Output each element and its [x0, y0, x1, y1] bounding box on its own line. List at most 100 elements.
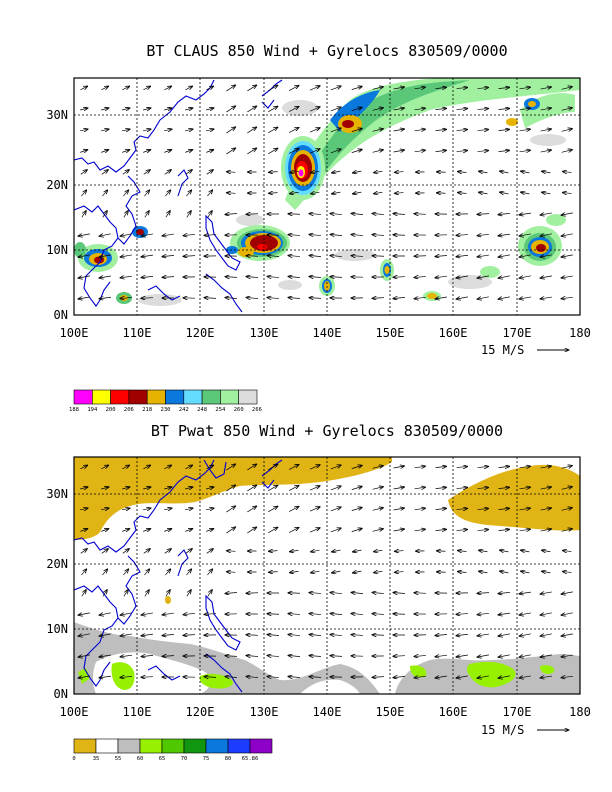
- wind-arrow: [330, 528, 341, 533]
- wind-arrow: [268, 127, 278, 134]
- wind-arrow: [540, 234, 552, 236]
- wind-arrow: [498, 592, 511, 593]
- wind-arrow: [458, 550, 467, 551]
- wind-arrow: [561, 655, 573, 657]
- wind-arrow: [268, 148, 278, 155]
- wind-arrow: [206, 529, 214, 532]
- x-tick-label: 110E: [123, 705, 152, 719]
- wind-arrow: [120, 234, 132, 236]
- wind-arrow: [290, 550, 299, 551]
- wind-arrow: [393, 108, 405, 110]
- wind-arrow: [288, 106, 299, 112]
- wind-arrow: [164, 129, 172, 131]
- wind-arrow: [164, 508, 172, 510]
- wind-arrow: [143, 529, 151, 532]
- wind-arrow: [500, 192, 509, 194]
- colorbar-swatch: [227, 738, 251, 754]
- wind-arrow: [414, 529, 426, 531]
- wind-arrow: [78, 655, 90, 657]
- wind-arrow: [561, 276, 573, 278]
- x-tick-label: 100E: [60, 705, 89, 719]
- wind-arrow: [143, 86, 150, 91]
- panel-claus: BT CLAUS 850 Wind + Gyrelocs 830509/0000: [46, 42, 591, 413]
- wind-arrow: [185, 529, 193, 532]
- wind-arrow: [393, 235, 406, 236]
- x-tick-label: 110E: [123, 326, 152, 340]
- wind-arrow: [101, 129, 109, 131]
- wind-arrow: [80, 170, 88, 175]
- wind-arrow: [561, 634, 573, 636]
- wind-arrow: [267, 276, 280, 277]
- wind-arrow: [456, 487, 468, 488]
- wind-arrow: [561, 255, 573, 257]
- wind-arrow: [288, 655, 301, 656]
- y-axis-labels: 0N 10N 20N 30N: [46, 108, 68, 322]
- colorbar-swatch: [128, 389, 148, 405]
- wind-arrow: [141, 655, 154, 656]
- wind-arrow: [164, 465, 171, 470]
- wind-arrow: [267, 256, 280, 257]
- wind-arrow: [456, 676, 468, 678]
- colorbar-label: 65.86: [242, 756, 259, 762]
- wind-arrow: [206, 86, 213, 91]
- wind-arrow: [498, 150, 510, 151]
- wind-arrow: [519, 592, 531, 594]
- wind-arrow: [143, 549, 151, 554]
- wind-arrow: [563, 171, 572, 172]
- wind-arrow: [561, 108, 573, 111]
- wind-arrow: [393, 529, 405, 531]
- wind-arrow: [519, 634, 531, 636]
- y-tick-label: 10N: [46, 243, 68, 257]
- wind-arrow: [162, 634, 175, 635]
- x-tick-label: 120E: [186, 705, 215, 719]
- wind-arrow: [374, 550, 383, 551]
- colorbar-swatch: [165, 389, 185, 405]
- colorbar-swatch: [249, 738, 273, 754]
- x-tick-label: 170E: [503, 705, 532, 719]
- wind-arrow: [143, 465, 150, 470]
- pwat-shading: [74, 457, 580, 694]
- wind-arrow: [519, 508, 531, 510]
- wind-arrow: [477, 508, 489, 509]
- wind-arrow: [164, 529, 172, 532]
- wind-arrow: [123, 590, 128, 597]
- wind-arrow: [540, 676, 552, 678]
- colorbar-label: 206: [124, 407, 134, 413]
- wind-arrow: [186, 590, 191, 597]
- wind-arrow: [288, 464, 299, 470]
- wind-arrow: [330, 128, 341, 133]
- wind-arrow: [540, 129, 552, 131]
- wind-arrow: [183, 256, 196, 257]
- wind-arrow: [540, 487, 552, 489]
- wind-arrow: [288, 485, 299, 491]
- wind-arrow: [122, 129, 130, 131]
- wind-arrow: [414, 487, 426, 489]
- wind-arrow: [123, 569, 128, 576]
- wind-arrow: [372, 529, 384, 532]
- wind-arrow: [78, 634, 90, 636]
- x-axis-labels: 100E 110E 120E 130E 140E 150E 160E 170E …: [60, 705, 591, 719]
- wind-arrow: [372, 150, 384, 153]
- wind-arrow: [519, 613, 531, 615]
- wind-arrow: [207, 211, 212, 218]
- wind-arrow: [372, 614, 385, 615]
- wind-arrow: [311, 550, 320, 552]
- wind-arrow: [206, 549, 214, 554]
- colorbar-swatch: [95, 738, 119, 754]
- wind-arrow: [120, 655, 132, 657]
- wind-arrow: [519, 297, 531, 299]
- wind-arrow: [141, 255, 153, 257]
- wind-arrow: [101, 86, 108, 91]
- wind-arrow: [246, 635, 259, 636]
- wind-arrow: [226, 127, 235, 134]
- wind-arrow: [477, 676, 489, 678]
- colorbar-label: 75: [203, 756, 210, 762]
- wind-arrow: [288, 276, 301, 277]
- wind-arrow: [498, 487, 510, 488]
- wind-arrow: [226, 527, 235, 534]
- wind-arrow: [351, 128, 363, 132]
- colorbar-swatch: [117, 738, 141, 754]
- wind-arrow: [185, 465, 192, 470]
- colorbar-swatch: [201, 389, 221, 405]
